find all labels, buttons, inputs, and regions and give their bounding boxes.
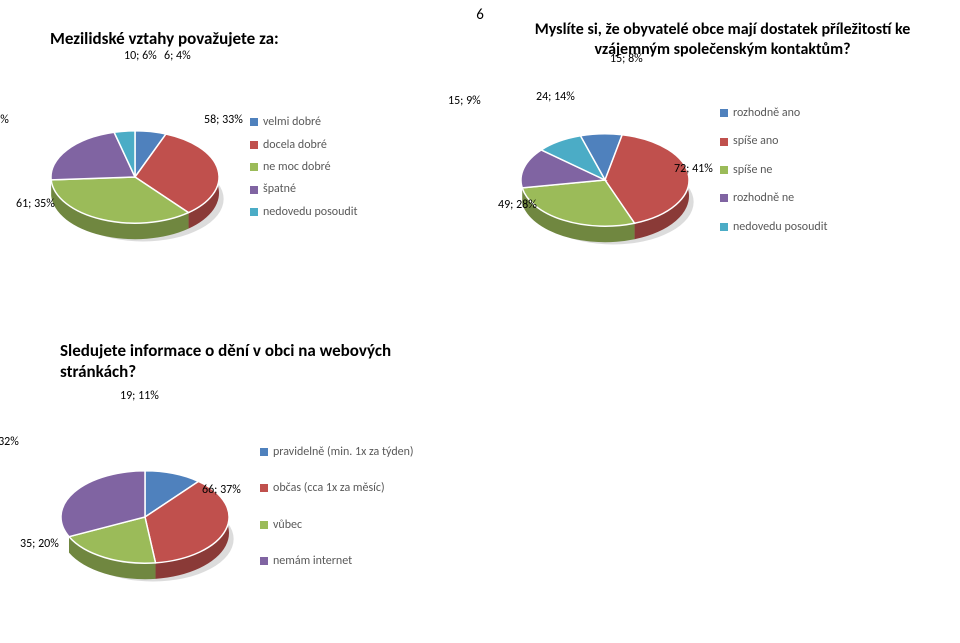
legend-label: spíše ano	[733, 134, 779, 148]
pie-datalabel: 15; 8%	[610, 52, 643, 66]
legend-item: spíše ano	[720, 134, 828, 148]
pie-datalabel: 10; 6%	[124, 49, 157, 63]
pie-datalabel: 24; 14%	[536, 90, 575, 104]
legend-item: docela dobré	[250, 138, 358, 152]
pie-datalabel: 39; 22%	[0, 113, 9, 127]
legend-label: vůbec	[273, 518, 302, 532]
legend-item: rozhodně ne	[720, 191, 828, 205]
legend-swatch	[260, 521, 268, 529]
legend-item: pravidelně (min. 1x za týden)	[260, 445, 414, 459]
legend-item: občas (cca 1x za měsíc)	[260, 481, 414, 495]
chart1-title: Mezilidské vztahy považujete za:	[20, 28, 485, 49]
legend-item: spíše ne	[720, 163, 828, 177]
legend-swatch	[260, 448, 268, 456]
page-number: 6	[476, 6, 484, 24]
chart1-pie: 10; 6%58; 33%61; 35%39; 22%6; 4%	[20, 67, 250, 267]
legend-label: rozhodně ne	[733, 191, 794, 205]
chart1-legend: velmi dobré docela dobré ne moc dobré špatn…	[250, 115, 358, 219]
legend-swatch	[250, 208, 258, 216]
legend-swatch	[720, 166, 728, 174]
chart3-title: Sledujete informace o dění v obci na web…	[30, 340, 410, 383]
legend-label: pravidelně (min. 1x za týden)	[273, 445, 414, 459]
legend-swatch	[720, 109, 728, 117]
legend-item: rozhodně ano	[720, 106, 828, 120]
pie-datalabel: 49; 28%	[498, 198, 537, 212]
pie-datalabel: 56; 32%	[0, 435, 19, 449]
pie-datalabel: 66; 37%	[202, 483, 241, 497]
pie-datalabel: 35; 20%	[20, 537, 59, 551]
legend-swatch	[250, 118, 258, 126]
legend-label: občas (cca 1x za měsíc)	[273, 481, 385, 495]
pie-datalabel: 15; 9%	[448, 94, 481, 108]
legend-swatch	[260, 557, 268, 565]
legend-swatch	[720, 138, 728, 146]
legend-swatch	[720, 223, 728, 231]
legend-label: nedovedu posoudit	[263, 205, 358, 219]
legend-label: nedovedu posoudit	[733, 220, 828, 234]
chart2-title: Myslíte si, že obyvatelé obce mají dosta…	[490, 20, 955, 60]
legend-item: nedovedu posoudit	[720, 220, 828, 234]
pie-datalabel: 58; 33%	[204, 113, 243, 127]
legend-label: nemám internet	[273, 554, 352, 568]
pie-datalabel: 19; 11%	[120, 389, 159, 403]
chart2-pie: 15; 8%72; 41%49; 28%24; 14%15; 9%	[490, 70, 720, 270]
legend-swatch	[250, 141, 258, 149]
pie-datalabel: 6; 4%	[164, 49, 191, 63]
panel-chart2: Myslíte si, že obyvatelé obce mají dosta…	[490, 20, 955, 270]
legend-item: vůbec	[260, 518, 414, 532]
chart3-pie: 19; 11%66; 37%35; 20%56; 32%	[30, 407, 260, 607]
panel-chart1: Mezilidské vztahy považujete za: 10; 6%5…	[20, 28, 485, 267]
legend-label: rozhodně ano	[733, 106, 800, 120]
legend-label: ne moc dobré	[263, 160, 331, 174]
pie-datalabel: 72; 41%	[674, 162, 713, 176]
legend-item: špatné	[250, 182, 358, 196]
legend-swatch	[250, 186, 258, 194]
legend-label: docela dobré	[263, 138, 327, 152]
legend-label: spíše ne	[733, 163, 772, 177]
legend-item: nemám internet	[260, 554, 414, 568]
chart2-legend: rozhodně ano spíše ano spíše ne rozhodně ne…	[720, 106, 828, 234]
pie-datalabel: 61; 35%	[16, 197, 55, 211]
legend-item: velmi dobré	[250, 115, 358, 129]
legend-swatch	[720, 194, 728, 202]
legend-swatch	[250, 163, 258, 171]
legend-item: ne moc dobré	[250, 160, 358, 174]
legend-label: špatné	[263, 182, 296, 196]
legend-label: velmi dobré	[263, 115, 321, 129]
legend-swatch	[260, 484, 268, 492]
panel-chart3: Sledujete informace o dění v obci na web…	[30, 340, 550, 607]
legend-item: nedovedu posoudit	[250, 205, 358, 219]
chart3-legend: pravidelně (min. 1x za týden) občas (cca …	[260, 445, 414, 569]
